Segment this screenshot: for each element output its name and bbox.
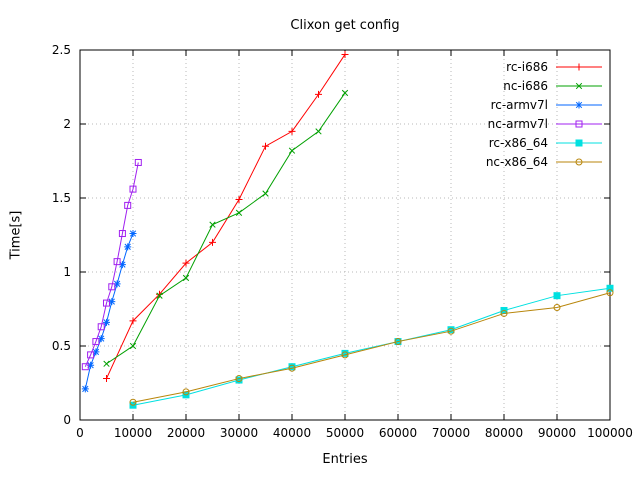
data-point-marker <box>209 221 216 228</box>
x-tick-label: 50000 <box>326 426 364 440</box>
legend-label: nc-i686 <box>503 79 548 93</box>
series-rc-armv7l <box>81 230 137 393</box>
data-point-marker <box>235 209 243 216</box>
data-point-marker <box>113 258 121 266</box>
series-line <box>84 162 139 367</box>
data-point-marker <box>553 292 561 300</box>
data-point-marker <box>103 375 110 383</box>
data-point-marker <box>182 259 190 267</box>
data-point-marker <box>288 127 296 135</box>
legend-label: nc-x86_64 <box>486 155 548 169</box>
data-point-marker <box>103 299 110 307</box>
data-point-marker <box>87 351 95 359</box>
data-point-marker <box>606 284 614 292</box>
legend-label: rc-i686 <box>506 60 548 74</box>
data-point-marker <box>182 388 190 396</box>
data-point-marker <box>341 89 349 97</box>
data-point-marker <box>553 304 561 312</box>
data-point-marker <box>82 385 89 393</box>
x-tick-label: 30000 <box>220 426 258 440</box>
data-point-marker <box>118 230 126 238</box>
data-point-marker <box>575 139 583 147</box>
series-line <box>132 287 611 406</box>
y-tick-label: 2 <box>63 117 71 131</box>
legend-label: rc-x86_64 <box>489 136 548 150</box>
y-tick-label: 2.5 <box>52 43 71 57</box>
data-point-marker <box>235 195 243 203</box>
legend-label: rc-armv7l <box>491 98 548 112</box>
series-line <box>132 292 611 403</box>
legend-label: nc-armv7l <box>488 117 548 131</box>
x-tick-label: 90000 <box>538 426 576 440</box>
series-line <box>106 54 346 379</box>
data-point-marker <box>341 50 349 58</box>
data-point-marker <box>134 158 142 166</box>
data-point-marker <box>182 274 190 282</box>
x-tick-label: 100000 <box>587 426 633 440</box>
data-point-marker <box>500 309 508 317</box>
y-tick-label: 0.5 <box>52 339 71 353</box>
data-point-marker <box>315 90 322 98</box>
data-point-marker <box>81 363 89 371</box>
x-tick-label: 10000 <box>114 426 152 440</box>
data-point-marker <box>129 230 137 237</box>
data-point-marker <box>575 82 583 90</box>
data-point-marker <box>288 364 296 372</box>
data-point-marker <box>575 63 583 71</box>
data-point-marker <box>575 158 583 166</box>
x-tick-label: 0 <box>76 426 84 440</box>
data-point-marker <box>124 201 132 209</box>
data-point-marker <box>108 283 116 291</box>
series-rc-i686 <box>103 50 349 383</box>
data-point-marker <box>575 101 583 109</box>
y-tick-label: 0 <box>63 413 71 427</box>
data-point-marker <box>262 190 269 197</box>
y-tick-label: 1 <box>63 265 71 279</box>
series-line <box>84 233 134 390</box>
x-tick-label: 60000 <box>379 426 417 440</box>
series-line <box>106 92 346 365</box>
data-point-marker <box>575 120 583 128</box>
x-tick-label: 40000 <box>273 426 311 440</box>
series-nc-armv7l <box>81 158 142 371</box>
data-point-marker <box>235 375 243 383</box>
data-point-marker <box>156 292 163 299</box>
axis-ticks: 0 10000 20000 30000 40000 50000 60000 70000 8000… <box>52 43 633 440</box>
x-axis-label: Entries <box>322 452 368 467</box>
data-point-marker <box>394 338 402 346</box>
x-tick-label: 70000 <box>432 426 470 440</box>
data-point-marker <box>103 360 110 367</box>
data-point-marker <box>129 185 137 193</box>
data-point-marker <box>129 317 137 325</box>
data-point-marker <box>124 243 131 250</box>
data-point-marker <box>129 398 137 406</box>
series-rc-x86_64 <box>129 284 614 409</box>
data-point-marker <box>97 323 105 331</box>
chart-title: Clixon get config <box>290 18 400 33</box>
x-tick-label: 80000 <box>485 426 523 440</box>
data-point-marker <box>447 327 455 335</box>
data-point-marker <box>341 351 349 359</box>
data-point-marker <box>209 238 216 246</box>
legend: rc-i686 nc-i686 rc-armv7l nc-armv7l rc-x86_6… <box>486 60 602 169</box>
data-point-marker <box>262 142 269 150</box>
data-point-marker <box>315 128 322 135</box>
series-nc-x86_64 <box>129 289 614 406</box>
series-nc-i686 <box>103 89 349 367</box>
data-point-marker <box>288 147 296 154</box>
data-point-marker <box>92 338 100 346</box>
x-tick-label: 20000 <box>167 426 205 440</box>
data-point-marker <box>129 342 137 350</box>
data-point-marker <box>606 289 614 297</box>
y-tick-label: 1.5 <box>52 191 71 205</box>
